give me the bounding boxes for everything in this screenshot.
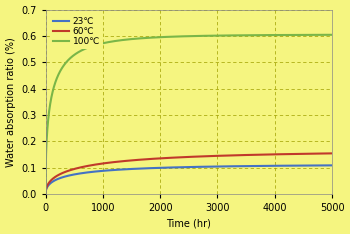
60℃ [93, 163, 97, 166]
23℃ [153, 167, 158, 169]
23℃ [43, 192, 48, 195]
23℃ [76, 172, 80, 175]
23℃ [166, 166, 170, 169]
100℃ [153, 36, 158, 39]
Y-axis label: Water absorption ratio (%): Water absorption ratio (%) [6, 37, 15, 167]
60℃ [330, 152, 334, 155]
60℃ [294, 153, 298, 155]
100℃ [324, 33, 329, 36]
60℃ [153, 157, 158, 160]
100℃ [93, 44, 97, 47]
Line: 100℃: 100℃ [46, 35, 332, 194]
Line: 60℃: 60℃ [46, 153, 332, 194]
100℃ [330, 33, 334, 36]
Legend: 23℃, 60℃, 100℃: 23℃, 60℃, 100℃ [50, 14, 103, 49]
23℃ [294, 164, 298, 167]
23℃ [330, 164, 334, 167]
23℃ [93, 170, 97, 173]
60℃ [324, 152, 329, 155]
23℃ [324, 164, 329, 167]
100℃ [166, 35, 170, 38]
60℃ [43, 192, 48, 195]
X-axis label: Time (hr): Time (hr) [166, 219, 211, 228]
60℃ [76, 167, 80, 169]
Line: 23℃: 23℃ [46, 165, 332, 194]
100℃ [294, 33, 298, 36]
100℃ [76, 51, 80, 54]
60℃ [166, 157, 170, 159]
100℃ [43, 192, 48, 195]
